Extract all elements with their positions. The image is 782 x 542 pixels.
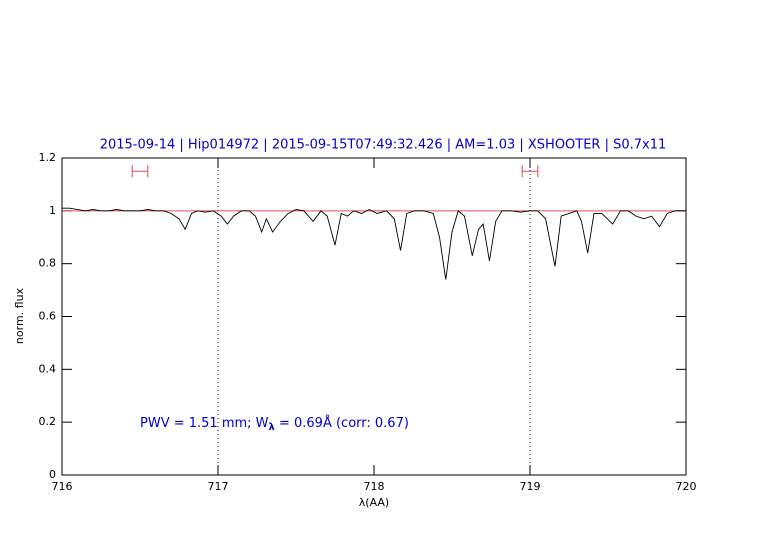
x-tick-label: 720	[676, 480, 697, 493]
x-tick-label: 716	[52, 480, 73, 493]
x-tick-label: 717	[208, 480, 229, 493]
y-tick-label: 1.2	[39, 151, 57, 164]
fit-window	[521, 165, 539, 178]
annotation-text: PWV = 1.51 mm; W	[140, 416, 269, 431]
annotation: PWV = 1.51 mm; Wλ = 0.69Å (corr: 0.67)	[140, 415, 409, 434]
chart-title: 2015-09-14 | Hip014972 | 2015-09-15T07:4…	[100, 138, 667, 153]
y-axis-label: norm. flux	[13, 287, 26, 344]
y-tick-label: 0.4	[39, 362, 57, 375]
spectrum-line	[62, 207, 686, 280]
y-tick-label: 0	[49, 468, 56, 481]
annotation-text: = 0.69Å (corr: 0.67)	[275, 415, 409, 431]
x-tick-label: 718	[364, 480, 385, 493]
y-tick-label: 0.2	[39, 415, 57, 428]
fit-window	[131, 165, 149, 178]
x-tick-label: 719	[520, 480, 541, 493]
x-axis-label: λ(AA)	[359, 496, 389, 509]
y-tick-label: 1	[49, 204, 56, 217]
annotation-subscript: λ	[269, 422, 276, 433]
y-tick-label: 0.8	[39, 257, 57, 270]
y-tick-label: 0.6	[39, 310, 57, 323]
